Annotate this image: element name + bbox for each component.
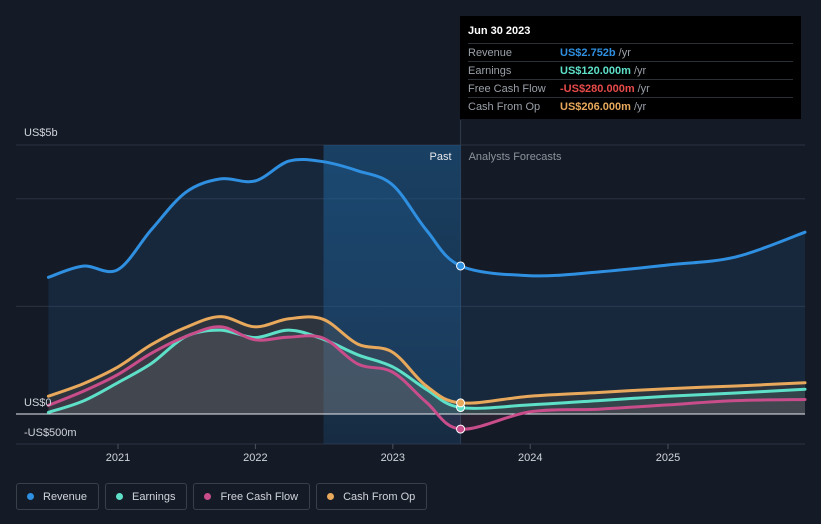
tooltip-label: Free Cash Flow: [468, 82, 546, 95]
y-label-bottom: -US$500m: [24, 427, 77, 439]
series-area-cash-from-op: [48, 316, 805, 414]
cash-from-op-dot-icon: [327, 493, 335, 500]
data-tooltip: Jun 30 2023 Revenue US$2.752b /yr Earnin…: [460, 16, 801, 119]
legend-label: Revenue: [43, 490, 88, 503]
tooltip-unit: /yr: [618, 46, 631, 59]
series-line-earnings: [46, 328, 807, 414]
past-label: Past: [430, 151, 452, 163]
revenue-dot-icon: [27, 493, 34, 500]
tooltip-label: Earnings: [468, 64, 512, 77]
x-tick-label: 2021: [106, 452, 130, 464]
tooltip-row-cash-from-op: Cash From Op US$206.000m /yr: [468, 97, 793, 115]
series-area-revenue: [48, 159, 805, 414]
series-areas: [48, 159, 805, 430]
tooltip-row-revenue: Revenue US$2.752b /yr: [468, 43, 793, 61]
x-axis-ticks: 2021 2022 2023 2024 2025: [106, 444, 680, 464]
tooltip-value: US$206.000m: [560, 100, 631, 113]
tooltip-row-earnings: Earnings US$120.000m /yr: [468, 61, 793, 79]
y-label-zero: US$0: [24, 397, 52, 409]
free-cash-flow-dot-icon: [204, 493, 212, 500]
marker-revenue: [456, 261, 466, 271]
tooltip-value: -US$280.000m: [560, 82, 635, 95]
tooltip-unit: /yr: [633, 100, 647, 113]
series-area-free-cash-flow: [48, 326, 805, 430]
y-label-top: US$5b: [24, 127, 58, 139]
legend-item-revenue[interactable]: Revenue: [16, 483, 100, 510]
marker-cash-from-op: [456, 398, 466, 408]
earnings-dot-icon: [116, 493, 124, 500]
series-line-free-cash-flow: [46, 325, 807, 431]
series-area-earnings: [48, 330, 805, 414]
legend-item-cash-from-op[interactable]: Cash From Op: [316, 483, 428, 510]
tooltip-date: Jun 30 2023: [468, 25, 531, 37]
tooltip-row-free-cash-flow: Free Cash Flow -US$280.000m /yr: [468, 79, 793, 97]
x-tick-label: 2023: [381, 452, 405, 464]
legend-item-free-cash-flow[interactable]: Free Cash Flow: [193, 483, 311, 510]
series-lines: [46, 157, 807, 431]
series-line-revenue: [46, 157, 807, 279]
x-tick-label: 2022: [243, 452, 267, 464]
x-tick-label: 2024: [518, 452, 542, 464]
legend-label: Free Cash Flow: [220, 490, 299, 503]
x-tick-label: 2025: [656, 452, 680, 464]
legend-label: Cash From Op: [343, 490, 416, 503]
chart-legend: Revenue Earnings Free Cash Flow Cash Fro…: [16, 483, 428, 510]
hover-markers: [456, 261, 466, 434]
marker-free-cash-flow: [456, 424, 466, 434]
tooltip-value: US$120.000m: [560, 64, 631, 77]
financial-chart: US$5b US$0 -US$500m Past Analysts Foreca…: [16, 120, 807, 464]
tooltip-unit: /yr: [633, 64, 647, 77]
legend-label: Earnings: [132, 490, 176, 503]
tooltip-label: Cash From Op: [468, 100, 541, 113]
legend-item-earnings[interactable]: Earnings: [105, 483, 188, 510]
tooltip-label: Revenue: [468, 46, 513, 59]
forecast-label: Analysts Forecasts: [469, 151, 562, 163]
series-line-cash-from-op: [46, 315, 807, 405]
tooltip-unit: /yr: [637, 82, 650, 95]
tooltip-value: US$2.752b: [560, 46, 616, 59]
